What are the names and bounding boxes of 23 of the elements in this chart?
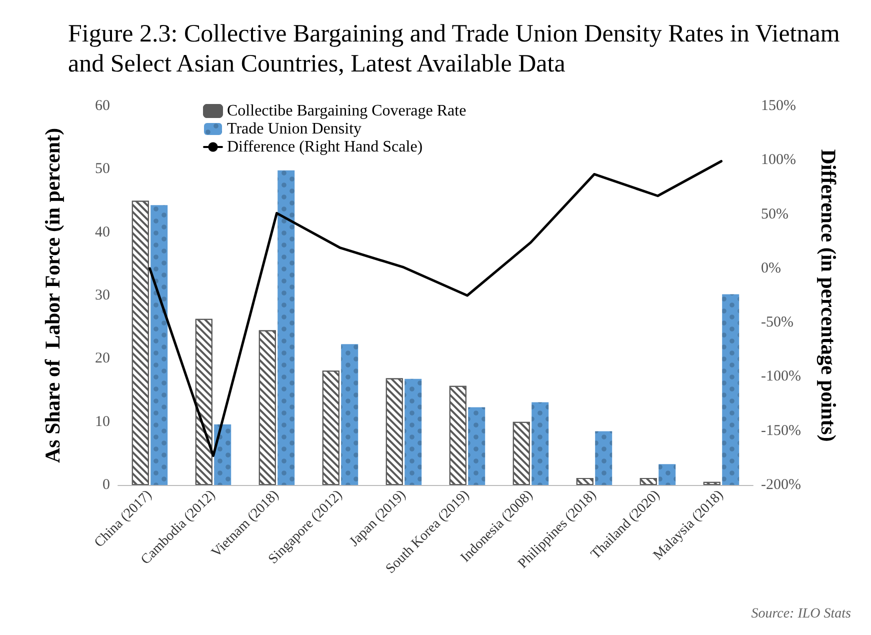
line-series: [148, 160, 722, 458]
y2-tick-label: -100%: [761, 368, 801, 385]
source-note: Source: ILO Stats: [751, 606, 852, 622]
y2-axis-title: Difference (in percentage points): [816, 149, 840, 442]
legend-label: Trade Union Density: [227, 120, 362, 138]
y2-tick-label: 50%: [761, 206, 788, 222]
y-tick-label: 60: [95, 98, 110, 114]
y2-tick-label: 150%: [761, 98, 796, 114]
y2-tick-label: -200%: [761, 477, 801, 493]
y-tick-label: 10: [95, 414, 110, 430]
y-tick-label: 30: [95, 288, 110, 304]
y-tick-label: 50: [95, 161, 110, 178]
chart-title: Figure 2.3: Collective Bargaining and Trade Union Density Rates in Vietnam and Select Asian Countries, Latest Available Data: [68, 20, 846, 78]
y-axis-title: As Share of Labor Force (in percent): [40, 128, 64, 463]
y2-tick-label: -50%: [761, 314, 794, 331]
legend-label: Collectibe Bargaining Coverage Rate: [227, 102, 466, 120]
y2-tick-label: -150%: [761, 422, 801, 439]
y2-tick-label: 0%: [761, 260, 781, 276]
y-tick-label: 40: [95, 224, 110, 240]
y-tick-label: 20: [95, 350, 110, 367]
y2-tick-label: 100%: [761, 152, 796, 168]
legend-label: Difference (Right Hand Scale): [227, 138, 423, 156]
y-tick-label: 0: [102, 477, 110, 493]
